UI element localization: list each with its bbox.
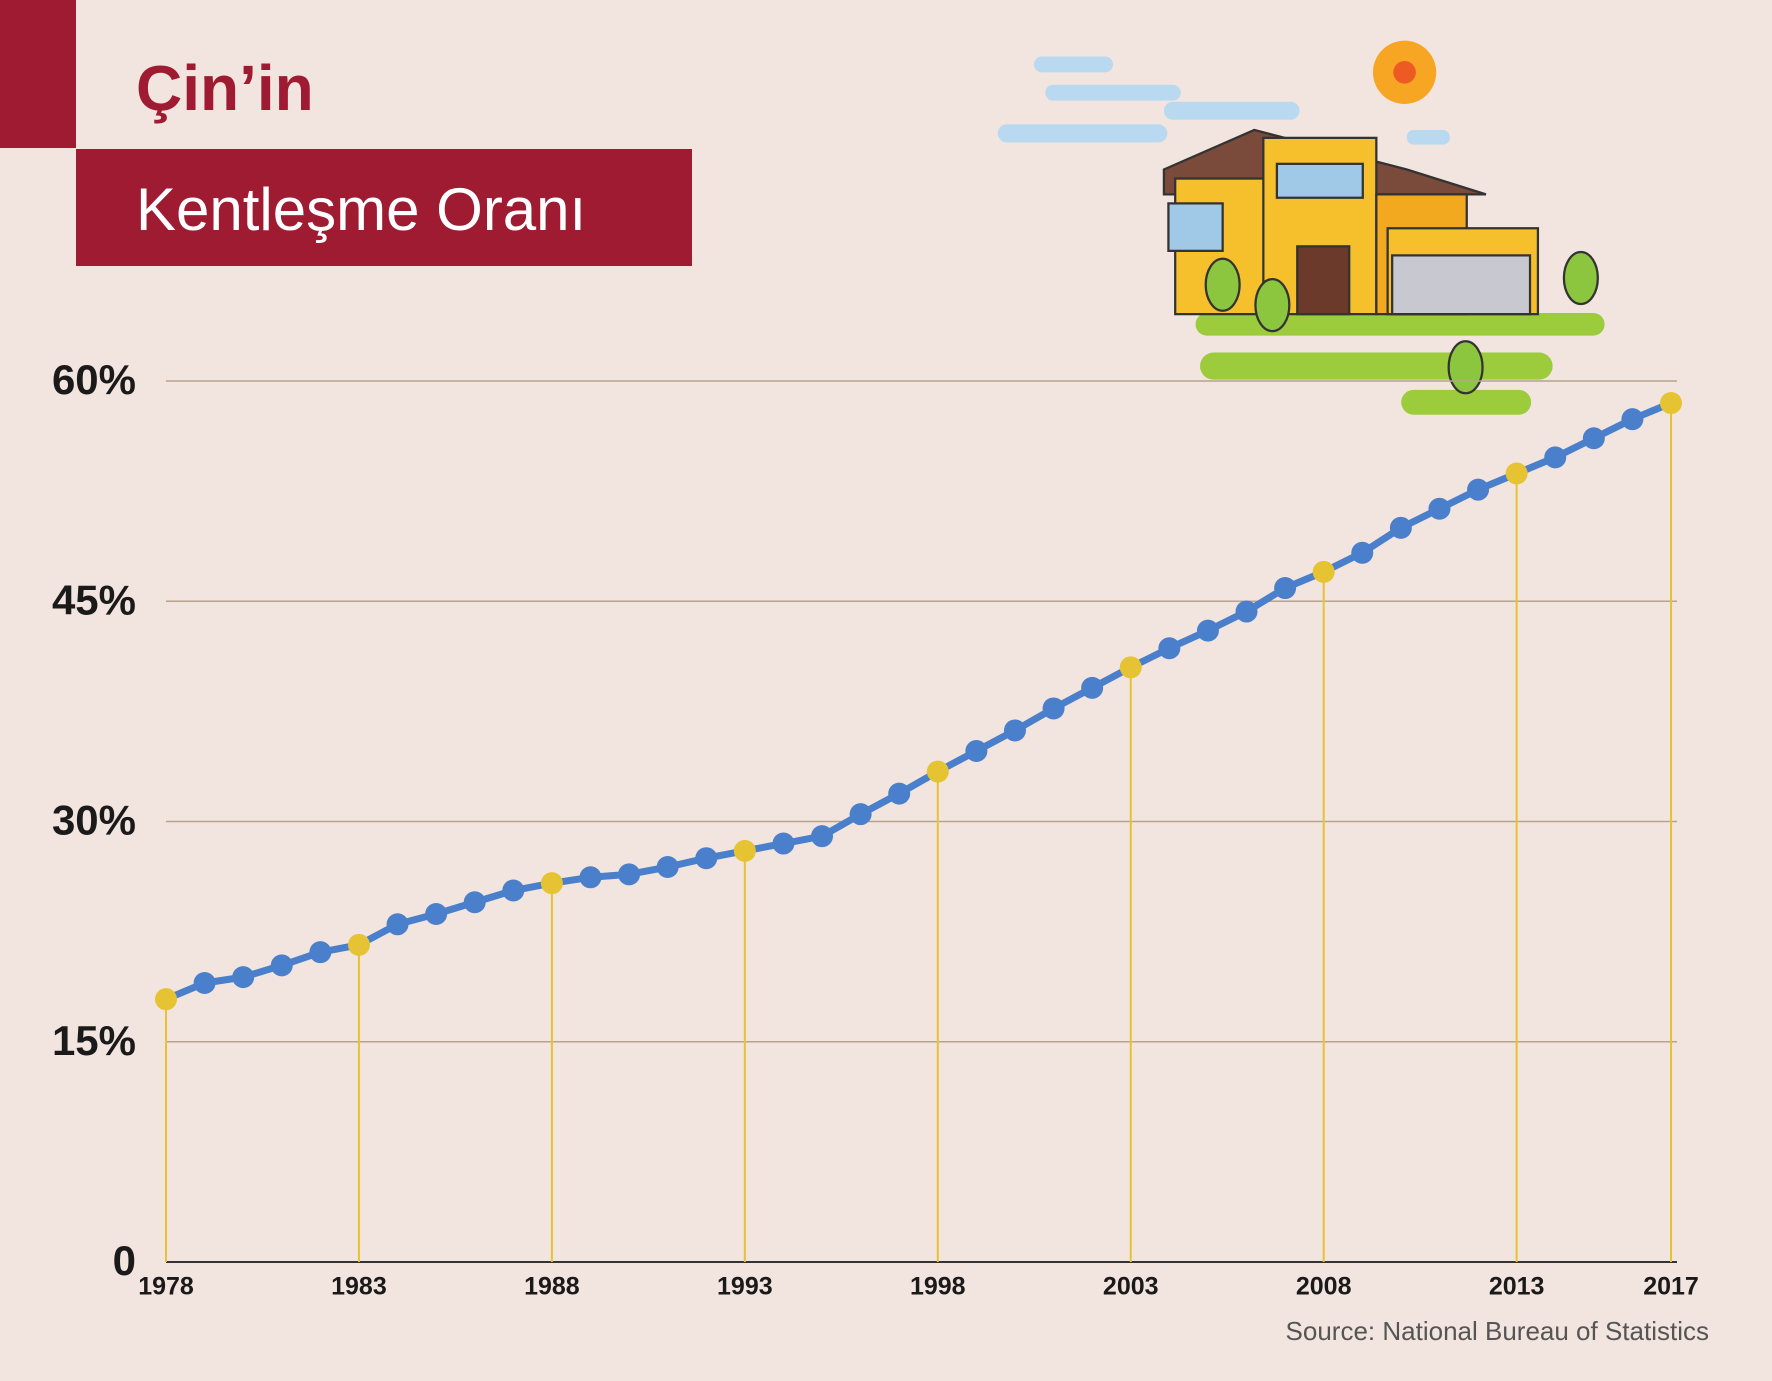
- data-point: [772, 832, 795, 855]
- data-point: [1003, 719, 1026, 742]
- data-point: [1274, 577, 1297, 600]
- data-point: [1081, 676, 1104, 699]
- data-point: [695, 847, 718, 870]
- data-point: [386, 913, 409, 936]
- data-point: [1235, 600, 1258, 623]
- data-point: [811, 825, 834, 848]
- data-point: [1467, 478, 1490, 501]
- title-block: [0, 0, 76, 148]
- data-point: [193, 972, 216, 995]
- data-point: [309, 941, 332, 964]
- data-point: [1158, 637, 1181, 660]
- data-point: [965, 740, 988, 763]
- x-tick-label: 2003: [1103, 1273, 1159, 1301]
- data-point: [463, 891, 486, 914]
- x-tick-label: 2008: [1296, 1273, 1352, 1301]
- data-point: [1351, 541, 1374, 564]
- data-point: [1042, 697, 1065, 720]
- house-illustration: [997, 40, 1605, 415]
- x-tick-label: 1988: [524, 1273, 580, 1301]
- data-point: [888, 782, 911, 805]
- data-point: [1505, 462, 1528, 485]
- x-tick-label: 2013: [1489, 1273, 1545, 1301]
- data-point: [270, 954, 293, 977]
- y-tick-label: 30%: [52, 797, 136, 844]
- x-tick-label: 2017: [1643, 1273, 1699, 1301]
- y-tick-label: 15%: [52, 1017, 136, 1064]
- x-tick-label: 1993: [717, 1273, 773, 1301]
- data-point: [540, 872, 563, 895]
- x-tick-label: 1998: [910, 1273, 966, 1301]
- data-point: [733, 839, 756, 862]
- data-point: [618, 863, 641, 886]
- x-tick-label: 1978: [138, 1273, 194, 1301]
- data-point: [849, 803, 872, 826]
- data-point: [1621, 408, 1644, 431]
- data-point: [347, 933, 370, 956]
- data-point: [1119, 656, 1142, 679]
- subtitle-box: [76, 149, 692, 266]
- data-point: [1312, 560, 1335, 583]
- data-point: [155, 988, 177, 1011]
- source-note: Source: National Bureau of Statistics: [1286, 1316, 1709, 1346]
- data-point: [1660, 392, 1682, 415]
- chart-title: Çin’in: [136, 52, 314, 124]
- chart-subtitle: Kentleşme Oranı: [136, 176, 586, 243]
- data-point: [656, 856, 679, 879]
- data-point: [1196, 619, 1219, 642]
- data-point: [1428, 497, 1451, 520]
- data-point: [232, 966, 255, 989]
- data-point: [1389, 516, 1412, 539]
- data-point: [502, 879, 525, 902]
- x-tick-label: 1983: [331, 1273, 387, 1301]
- data-point: [1544, 446, 1567, 469]
- y-tick-label: 45%: [52, 576, 136, 623]
- y-tick-label: 60%: [52, 356, 136, 403]
- data-line: [164, 399, 1673, 1003]
- y-tick-label: 0: [113, 1237, 136, 1284]
- data-point: [926, 760, 949, 783]
- data-point: [425, 903, 448, 926]
- data-point: [579, 866, 602, 889]
- data-point: [1582, 427, 1605, 450]
